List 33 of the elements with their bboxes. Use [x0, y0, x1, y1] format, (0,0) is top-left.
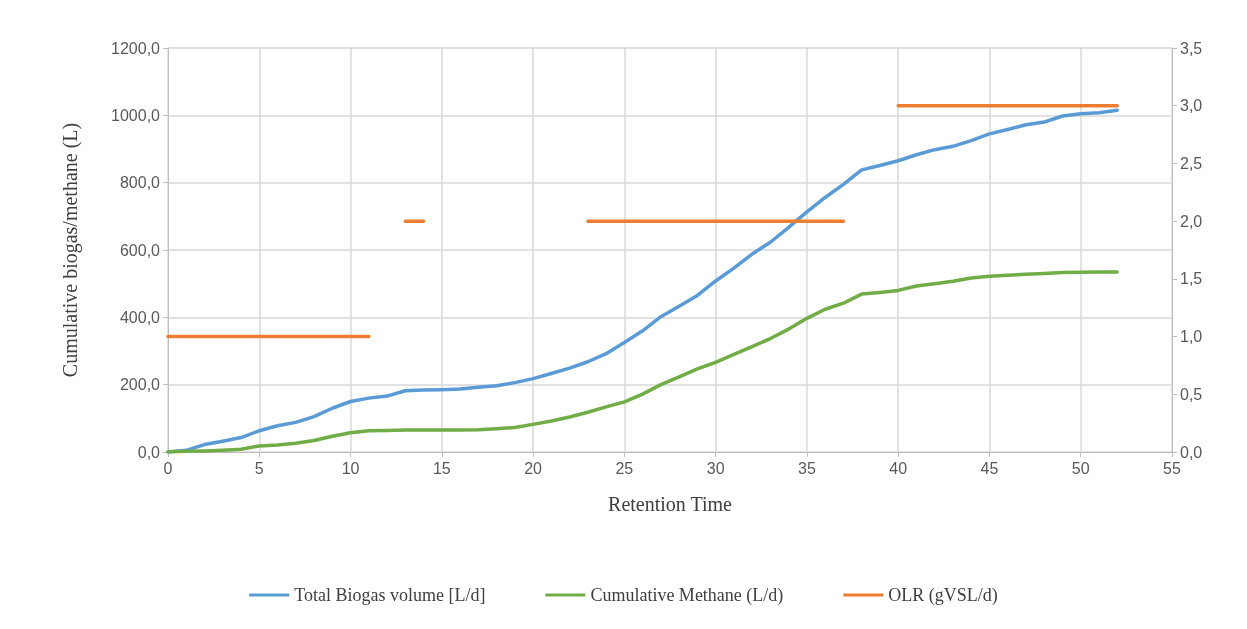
x-tick-label: 50	[1071, 459, 1090, 477]
legend-label: Cumulative Methane (L/d)	[590, 585, 784, 606]
legend-label: Total Biogas volume [L/d]	[294, 585, 486, 605]
x-tick-label: 25	[615, 459, 634, 477]
y2-tick-label: 0,5	[1180, 385, 1203, 403]
x-tick-label: 30	[706, 459, 725, 477]
line-series	[166, 270, 1119, 454]
y-tick-label: 400,0	[119, 308, 161, 326]
y2-tick-label: 0,0	[1180, 443, 1203, 461]
x-tick-label: 55	[1163, 459, 1181, 477]
x-tick-label: 20	[524, 459, 543, 477]
y2-tick-label: 3,0	[1180, 97, 1203, 115]
x-tick-label: 5	[254, 459, 264, 477]
y-tick-label: 800,0	[119, 174, 161, 192]
y2-tick-label: 1,0	[1180, 328, 1203, 346]
x-tick-label: 15	[432, 459, 451, 477]
y-tick-label: 200,0	[119, 376, 161, 394]
x-tick-label: 45	[980, 459, 999, 477]
y-tick-label: 1000,0	[111, 106, 161, 124]
y-tick-label: 1200,0	[111, 39, 161, 57]
x-tick-label: 10	[341, 459, 360, 477]
legend-label: OLR (gVSL/d)	[888, 585, 998, 606]
x-axis-title: Retention Time	[608, 493, 733, 515]
x-tick-label: 40	[889, 459, 908, 477]
x-tick-label: 35	[798, 459, 816, 477]
y-axis-title: Cumulative biogas/methane (L)	[59, 122, 82, 378]
y-tick-label: 600,0	[119, 241, 161, 259]
y2-tick-label: 1,5	[1180, 270, 1203, 288]
y2-tick-label: 2,0	[1180, 212, 1203, 230]
y2-tick-label: 2,5	[1180, 154, 1203, 172]
x-tick-label: 0	[163, 459, 173, 477]
y2-tick-label: 3,5	[1180, 39, 1203, 57]
y-tick-label: 0,0	[137, 443, 161, 461]
